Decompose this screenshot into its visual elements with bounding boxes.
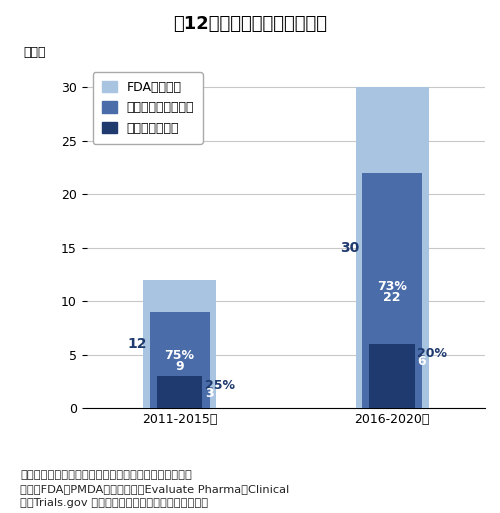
Text: 22: 22 [384,290,401,304]
Legend: FDA承認品目, 日本期末未承認品目, 日本組入れ品目: FDA承認品目, 日本期末未承認品目, 日本組入れ品目 [93,72,203,144]
Bar [362,173,422,408]
Bar [157,376,202,408]
Text: 6: 6 [418,355,426,368]
Text: 25%: 25% [205,380,235,392]
Text: 73%: 73% [377,280,407,293]
Bar [370,344,414,408]
Bar [150,312,210,408]
Text: 20%: 20% [418,347,448,360]
Text: 9: 9 [176,360,184,373]
Text: 3: 3 [205,387,214,400]
Y-axis label: 品目数: 品目数 [24,46,46,59]
Text: 12: 12 [128,337,147,351]
Bar [143,280,216,408]
Text: 図12　神経系用剤の未承認薬: 図12 神経系用剤の未承認薬 [173,15,327,33]
Bar [356,87,428,408]
Text: 30: 30 [340,241,359,255]
Text: 75%: 75% [164,349,194,362]
Text: 注：ピボタル試験が複数ある場合、後期相の試験を集計
出所：FDA、PMDAの公開情報、Evaluate Pharma、Clinical
　　Trials.gov: 注：ピボタル試験が複数ある場合、後期相の試験を集計 出所：FDA、PMDAの公開… [20,470,289,508]
